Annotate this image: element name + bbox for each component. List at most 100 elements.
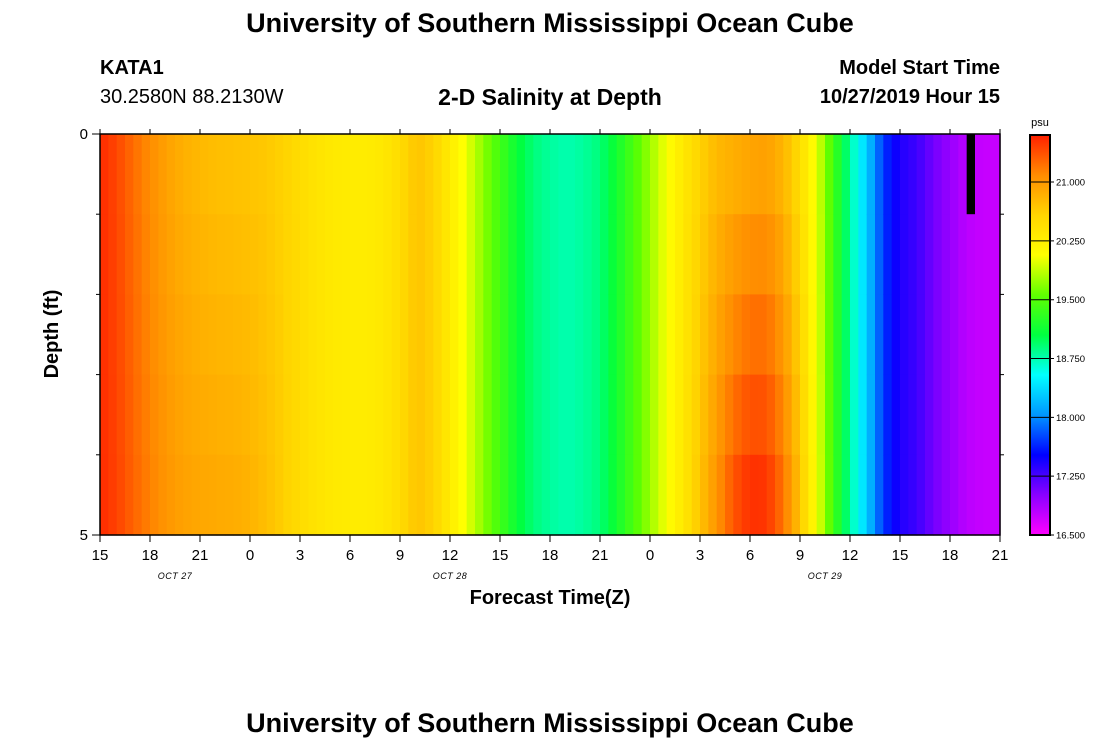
heatmap-cell [775, 214, 784, 295]
heatmap-cell [866, 214, 876, 295]
heatmap-cell [908, 214, 918, 295]
heatmap-cell [983, 134, 993, 215]
heatmap-cell [225, 454, 234, 536]
heatmap-cell [408, 294, 418, 376]
heatmap-cell [966, 214, 976, 295]
heatmap-cell [850, 374, 859, 456]
heatmap-cell [475, 134, 484, 215]
heatmap-cell [491, 374, 501, 456]
heatmap-cell [641, 214, 651, 295]
heatmap-cell [116, 214, 126, 295]
heatmap-cell [916, 294, 926, 376]
heatmap-cell [508, 214, 518, 295]
chart-title: 2-D Salinity at Depth [438, 84, 662, 110]
heatmap-cell [541, 214, 551, 295]
heatmap-cell [466, 294, 476, 376]
heatmap-cell [791, 294, 801, 376]
heatmap-cell [325, 134, 334, 215]
heatmap-cell [625, 134, 634, 215]
heatmap-cell [333, 454, 343, 536]
heatmap-cell [708, 374, 718, 456]
heatmap-cells [100, 134, 1001, 536]
heatmap-cell [916, 214, 926, 295]
heatmap-cell [150, 134, 159, 215]
heatmap-cell [625, 454, 634, 536]
heatmap-cell [966, 374, 976, 456]
heatmap-cell [900, 214, 909, 295]
heatmap-cell [133, 214, 143, 295]
heatmap-cell [925, 134, 934, 215]
heatmap-cell [375, 294, 384, 376]
heatmap-cell [491, 214, 501, 295]
heatmap-cell [525, 134, 534, 215]
heatmap-cell [766, 374, 776, 456]
heatmap-cell [183, 454, 193, 536]
heatmap-cell [950, 134, 959, 215]
heatmap-cell [141, 214, 151, 295]
heatmap-cell [233, 454, 243, 536]
heatmap-cell [133, 374, 143, 456]
heatmap-cell [533, 134, 543, 215]
heatmap-cell [650, 214, 659, 295]
heatmap-cell [575, 214, 584, 295]
heatmap-cell [566, 374, 576, 456]
heatmap-cell [183, 294, 193, 376]
heatmap-cell [475, 454, 484, 536]
heatmap-cell [441, 374, 451, 456]
heatmap-cell [341, 214, 351, 295]
heatmap-cell [900, 454, 909, 536]
heatmap-cell [308, 454, 318, 536]
heatmap-cell [116, 374, 126, 456]
heatmap-cell [933, 454, 943, 536]
x-date-label: OCT 28 [433, 571, 468, 581]
heatmap-cell [850, 454, 859, 536]
heatmap-cell [691, 214, 701, 295]
heatmap-cell [891, 454, 901, 536]
heatmap-cell [275, 454, 284, 536]
heatmap-cell [616, 454, 626, 536]
heatmap-cell [366, 294, 376, 376]
heatmap-cell [683, 134, 693, 215]
heatmap-cell [116, 454, 126, 536]
heatmap-cell [233, 374, 243, 456]
heatmap-cell [308, 134, 318, 215]
heatmap-cell [925, 454, 934, 536]
heatmap-cell [108, 294, 118, 376]
heatmap-cell [941, 454, 951, 536]
heatmap-cell [416, 134, 426, 215]
heatmap-cell [941, 134, 951, 215]
heatmap-cell [766, 294, 776, 376]
heatmap-cell [891, 214, 901, 295]
heatmap-cell [733, 134, 743, 215]
x-tick-label: 21 [592, 547, 609, 564]
heatmap-cell [700, 454, 709, 536]
heatmap-cell [991, 294, 1001, 376]
heatmap-cell [975, 294, 984, 376]
heatmap-cell [983, 294, 993, 376]
heatmap-cell [100, 454, 109, 536]
heatmap-cell [408, 454, 418, 536]
heatmap-cell [316, 134, 326, 215]
heatmap-cell [550, 294, 559, 376]
heatmap-cell [508, 374, 518, 456]
heatmap-cell [300, 214, 309, 295]
heatmap-cell [875, 214, 884, 295]
heatmap-cell [558, 214, 568, 295]
heatmap-cell [141, 454, 151, 536]
heatmap-cell [891, 374, 901, 456]
heatmap-cell [616, 294, 626, 376]
heatmap-cell [575, 294, 584, 376]
model-start-label: Model Start Time [839, 57, 1000, 79]
heatmap-cell [916, 454, 926, 536]
heatmap-cell [708, 454, 718, 536]
page-title-top: University of Southern Mississippi Ocean… [246, 8, 854, 38]
heatmap-cell [775, 294, 784, 376]
heatmap-cell [675, 294, 684, 376]
heatmap-cell [741, 214, 751, 295]
heatmap-cell [158, 294, 168, 376]
heatmap-cell [100, 374, 109, 456]
y-tick-label: 5 [80, 527, 88, 544]
heatmap-cell [725, 374, 734, 456]
heatmap-cell [625, 374, 634, 456]
heatmap-cell [258, 134, 268, 215]
